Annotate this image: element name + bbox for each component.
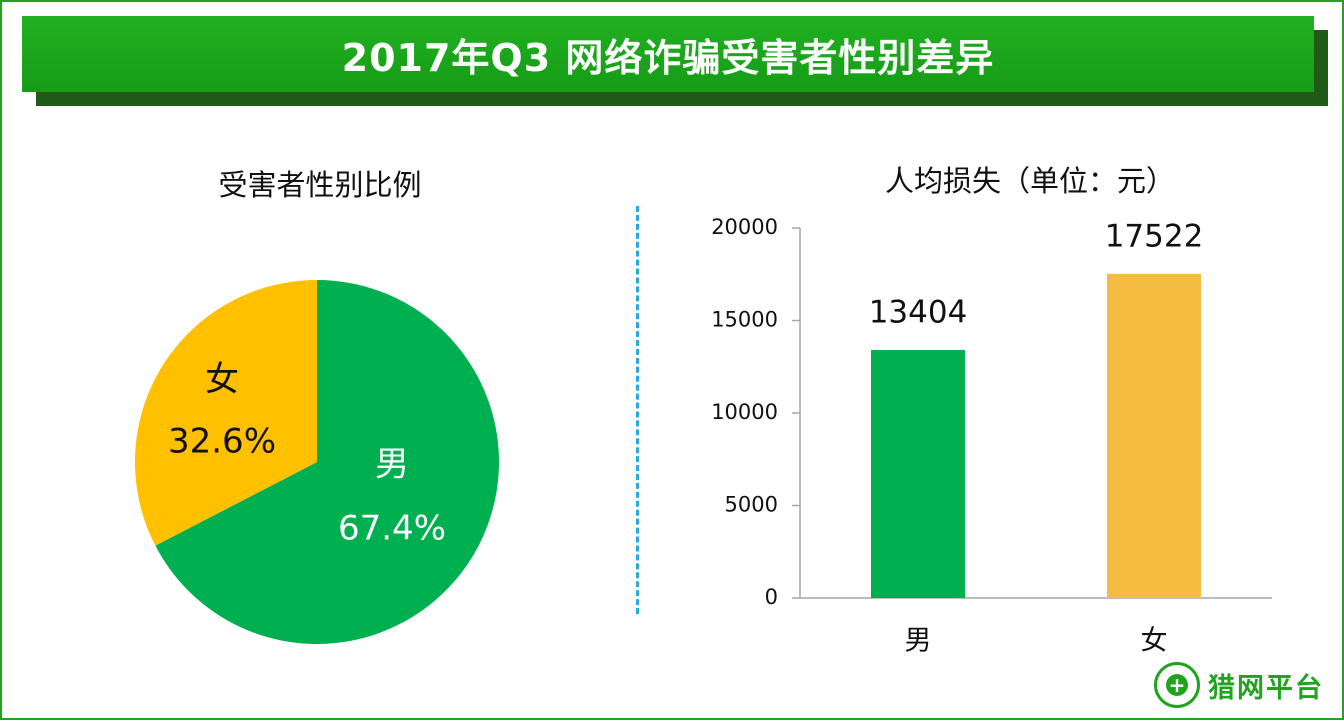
y-tick-label: 5000 (725, 493, 778, 517)
y-tick-label: 0 (765, 585, 778, 609)
pie-slice-percent: 67.4% (338, 509, 446, 549)
bar-male (871, 350, 965, 598)
title-banner: 2017年Q3 网络诈骗受害者性别差异 (22, 16, 1314, 92)
bar-female (1107, 273, 1201, 598)
brand-logo: + 猎网平台 (1154, 660, 1324, 710)
y-tick-label: 20000 (711, 215, 778, 239)
x-tick-label: 男 (905, 626, 932, 657)
pie-slice-female (135, 280, 317, 546)
chart-divider (636, 206, 639, 614)
bar-chart-title: 人均损失（单位：元） (884, 164, 1175, 198)
pie-slice-male (155, 280, 500, 644)
pie-slice-percent: 32.6% (168, 422, 276, 462)
pie-slice-label: 女 (205, 360, 239, 400)
y-tick-label: 10000 (711, 400, 778, 424)
pie-slice-label: 男 (375, 445, 409, 485)
y-tick-label: 15000 (711, 308, 778, 332)
x-tick-label: 女 (1141, 626, 1168, 657)
pie-chart-title: 受害者性别比例 (218, 168, 422, 202)
bar-value-label: 13404 (869, 295, 968, 331)
logo-emblem-icon: + (1154, 662, 1200, 708)
logo-text: 猎网平台 (1208, 672, 1324, 704)
plus-icon: + (1166, 674, 1188, 696)
page-title: 2017年Q3 网络诈骗受害者性别差异 (341, 35, 995, 80)
bar-value-label: 17522 (1105, 218, 1204, 254)
